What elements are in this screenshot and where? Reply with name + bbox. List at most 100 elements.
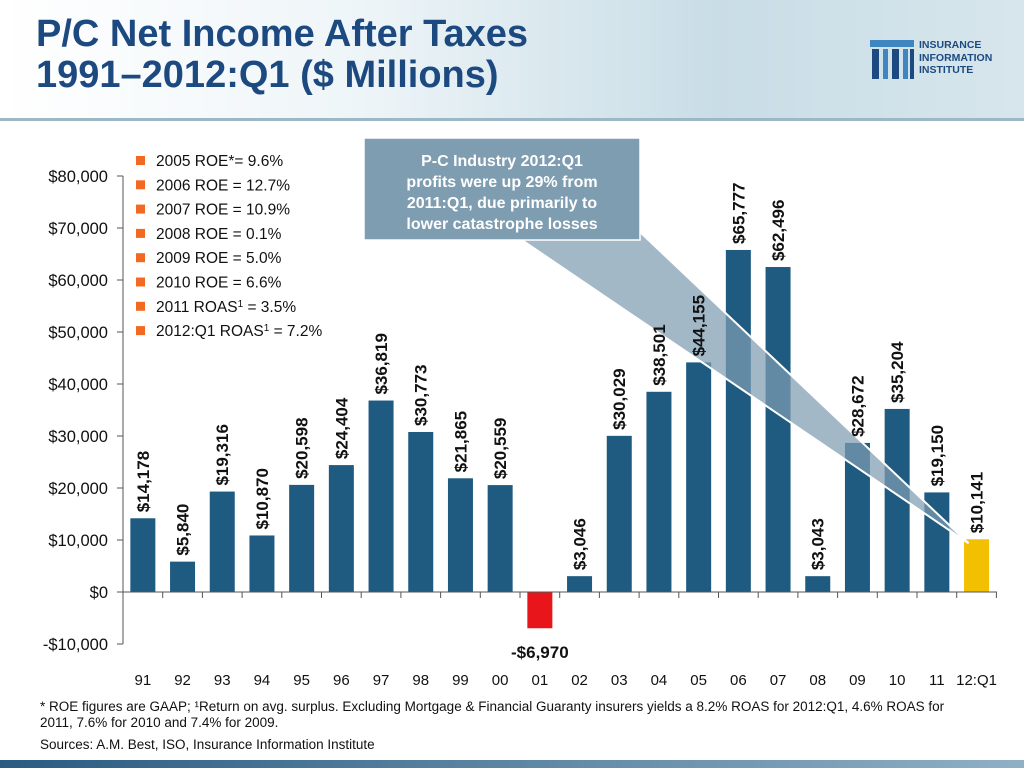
callout-text-line: profits were up 29% from — [406, 174, 597, 191]
header-divider — [0, 118, 1024, 121]
callout-text-line: P-C Industry 2012:Q1 — [421, 153, 583, 170]
legend-marker — [136, 277, 145, 287]
bar-07 — [765, 267, 791, 592]
bar-98 — [408, 431, 434, 592]
x-tick-label: 07 — [770, 672, 787, 689]
y-tick-label: $80,000 — [48, 168, 108, 186]
data-label: $28,672 — [848, 375, 867, 436]
bar-97 — [368, 400, 394, 592]
callout-text-line: 2011:Q1, due primarily to — [407, 195, 598, 212]
net-income-bar-chart: -$10,000 $0 $10,000 $20,000 $30,000 $40,000 $5… — [43, 137, 997, 689]
bar-05 — [686, 362, 712, 592]
data-label: $10,141 — [968, 472, 987, 533]
legend-item: 2012:Q1 ROAS1 = 7.2% — [156, 323, 322, 341]
logo-line-1: INSURANCE — [919, 39, 982, 51]
bar-92 — [170, 561, 196, 592]
bar-96 — [328, 465, 354, 592]
callout-box — [363, 137, 641, 241]
data-label: $35,204 — [888, 341, 907, 403]
x-tick-label: 91 — [135, 672, 152, 689]
data-label: $19,316 — [213, 424, 232, 485]
data-label: $38,501 — [650, 324, 669, 385]
logo-line-3: INSTITUTE — [919, 64, 974, 76]
bar-00 — [487, 485, 513, 592]
legend-item: 2005 ROE*= 9.6% — [156, 153, 283, 170]
data-label: $3,043 — [809, 518, 828, 570]
header-band — [0, 0, 1024, 118]
x-tick-label: 02 — [571, 672, 588, 689]
bar-03 — [606, 435, 632, 592]
page-title: P/C Net Income After Taxes 1991–2012:Q1 … — [36, 14, 528, 96]
x-tick-label: 95 — [293, 672, 310, 689]
y-tick-label: $10,000 — [48, 532, 108, 550]
callout-text-line: lower catastrophe losses — [406, 216, 597, 233]
bar-12:Q1 — [964, 539, 990, 592]
legend-marker — [136, 253, 145, 263]
legend-marker — [136, 301, 145, 311]
y-tick-label: $70,000 — [48, 220, 108, 238]
bar-06 — [725, 249, 751, 592]
legend-item: 2011 ROAS1 = 3.5% — [156, 298, 296, 316]
x-tick-label: 01 — [532, 672, 549, 689]
data-label: $20,598 — [293, 417, 312, 478]
x-tick-label: 04 — [651, 672, 668, 689]
x-tick-label: 93 — [214, 672, 231, 689]
data-label: $20,559 — [491, 418, 510, 479]
bar-94 — [249, 535, 275, 592]
x-tick-label: 09 — [849, 672, 866, 689]
data-label: $62,496 — [769, 200, 788, 261]
x-tick-label: 96 — [333, 672, 350, 689]
iii-logo-text: INSURANCE INFORMATION INSTITUTE — [919, 39, 992, 77]
legend-item: 2007 ROE = 10.9% — [156, 202, 290, 219]
legend-marker — [136, 326, 145, 336]
legend-marker — [136, 204, 145, 214]
data-label: $14,178 — [134, 451, 153, 512]
legend-item: 2008 ROE = 0.1% — [156, 226, 282, 243]
bottom-bar — [0, 760, 1024, 768]
title-line-2: 1991–2012:Q1 ($ Millions) — [36, 54, 499, 96]
legend-marker — [136, 156, 145, 165]
x-tick-label: 08 — [809, 672, 826, 689]
data-label: $10,870 — [253, 468, 272, 529]
x-tick-label: 97 — [373, 672, 390, 689]
y-tick-label: -$10,000 — [43, 636, 108, 654]
y-tick-label: $30,000 — [48, 428, 108, 446]
bar-01 — [527, 592, 553, 629]
footnote: * ROE figures are GAAP; ¹Return on avg. … — [40, 699, 945, 730]
logo-line-2: INFORMATION — [919, 51, 993, 64]
x-tick-label: 11 — [929, 672, 945, 689]
bar-02 — [567, 576, 593, 592]
x-tick-label: 98 — [412, 672, 429, 689]
title-line-1: P/C Net Income After Taxes — [36, 13, 529, 55]
x-tick-label: 12:Q1 — [956, 672, 997, 689]
iii-logo-mark-icon — [870, 40, 914, 79]
legend-item: 2009 ROE = 5.0% — [156, 250, 282, 267]
data-label: -$6,970 — [511, 643, 569, 662]
x-tick-label: 03 — [611, 672, 628, 689]
bar-95 — [289, 484, 315, 592]
x-tick-label: 94 — [254, 672, 271, 689]
x-tick-label: 92 — [174, 672, 191, 689]
x-tick-label: 10 — [889, 672, 906, 689]
legend-marker — [136, 180, 145, 190]
legend-marker — [136, 228, 145, 238]
data-label: $65,777 — [729, 183, 748, 244]
bar-08 — [805, 576, 831, 592]
data-label: $19,150 — [928, 425, 947, 486]
bar-04 — [646, 391, 672, 592]
bar-99 — [447, 478, 473, 592]
y-tick-label: $0 — [90, 584, 108, 602]
legend-item: 2006 ROE = 12.7% — [156, 177, 290, 194]
x-tick-label: 05 — [690, 672, 707, 689]
data-label: $24,404 — [332, 397, 351, 459]
y-tick-label: $50,000 — [48, 324, 108, 342]
data-label: $30,773 — [412, 365, 431, 426]
data-label: $30,029 — [610, 368, 629, 429]
y-tick-label: $60,000 — [48, 272, 108, 290]
x-tick-label: 06 — [730, 672, 747, 689]
bar-93 — [209, 491, 235, 592]
data-label: $21,865 — [451, 411, 470, 472]
data-label: $44,155 — [690, 295, 709, 356]
legend-item: 2010 ROE = 6.6% — [156, 275, 282, 292]
x-tick-label: 00 — [492, 672, 509, 689]
